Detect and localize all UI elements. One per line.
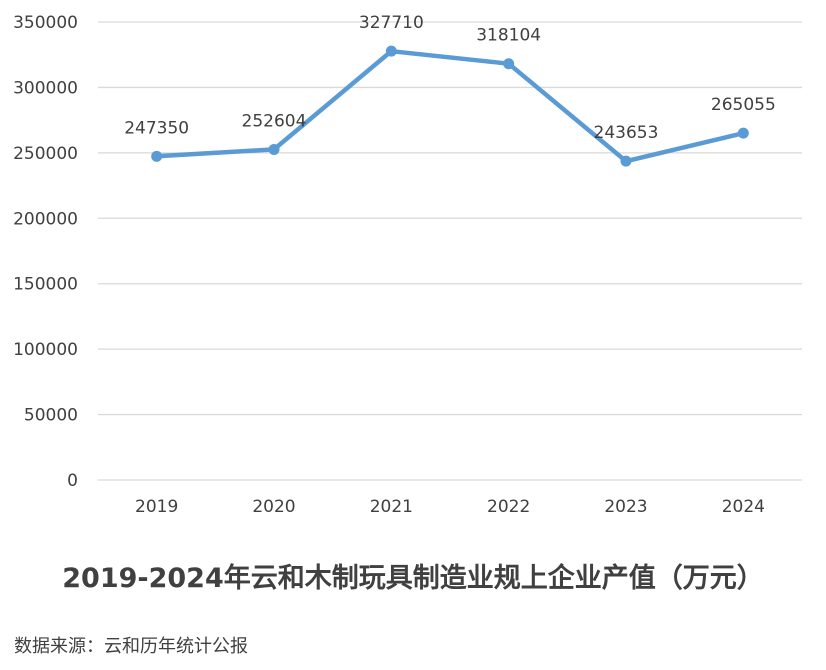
x-tick-label-2021: 2021 [370, 497, 413, 517]
y-tick-label: 350000 [13, 13, 78, 33]
y-tick-label: 0 [67, 471, 78, 491]
data-source-note: 数据来源：云和历年统计公报 [14, 636, 248, 657]
chart-title: 2019-2024年云和木制玩具制造业规上企业产值（万元） [62, 563, 764, 594]
series-line [151, 45, 749, 167]
y-tick-label: 300000 [13, 78, 78, 98]
data-label-2024: 265055 [711, 95, 776, 115]
data-labels: 247350 252604 327710 318104 243653 265055 [124, 13, 776, 143]
data-point-2022 [503, 58, 515, 70]
gridlines [98, 21, 802, 416]
data-point-2023 [620, 155, 632, 167]
data-point-2020 [268, 143, 280, 155]
x-tick-label-2020: 2020 [252, 497, 295, 517]
data-label-2022: 318104 [476, 26, 541, 46]
data-point-2024 [737, 127, 749, 139]
y-axis: 0 50000 100000 150000 200000 250000 300000 3500… [13, 13, 78, 491]
y-tick-label: 150000 [13, 275, 78, 295]
x-tick-label-2024: 2024 [722, 497, 765, 517]
x-tick-label-2019: 2019 [135, 497, 178, 517]
data-label-2019: 247350 [124, 118, 189, 138]
x-tick-label-2023: 2023 [604, 497, 647, 517]
series-line-path [154, 48, 746, 164]
y-tick-label: 250000 [13, 144, 78, 164]
data-point-2021 [385, 45, 397, 57]
y-tick-label: 100000 [13, 340, 78, 360]
y-tick-label: 50000 [24, 406, 78, 426]
data-label-2021: 327710 [359, 13, 424, 33]
data-point-2019 [151, 150, 163, 162]
x-tick-label-2022: 2022 [487, 497, 530, 517]
data-label-2023: 243653 [594, 123, 659, 143]
line-chart: 0 50000 100000 150000 200000 250000 300000 3500… [13, 13, 802, 517]
x-axis: 2019 2020 2021 2022 2023 2024 [98, 479, 802, 517]
y-tick-label: 200000 [13, 209, 78, 229]
data-label-2020: 252604 [242, 111, 307, 131]
